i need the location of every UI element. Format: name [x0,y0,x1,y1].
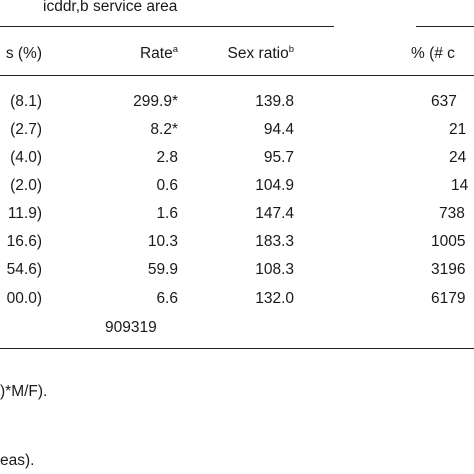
cell-count: 14 [451,177,469,194]
cell-percent: 00.0) [6,290,42,307]
cell-rate: 0.6 [156,177,178,194]
footnote-line: )*M/F). [0,383,48,400]
table-row: 54.6) 59.9 108.3 3196 [0,261,474,285]
column-header-sex-ratio: Sex ratiob [228,45,294,63]
table-row: 11.9) 1.6 147.4 738 [0,205,474,229]
cell-percent: 54.6) [6,261,42,278]
cell-sex-ratio: 108.3 [255,261,294,278]
cell-count: 6179 [431,290,466,307]
cell-percent: 16.6) [6,233,42,250]
cell-sex-ratio: 132.0 [255,290,294,307]
table-row: (2.0) 0.6 104.9 14 [0,177,474,201]
sex-ratio-label: Sex ratio [227,45,289,62]
cell-rate: 10.3 [147,233,178,250]
cell-sex-ratio: 147.4 [255,205,294,222]
cell-percent: (4.0) [10,149,42,166]
cell-sex-ratio: 95.7 [263,149,294,166]
group-header-rule [0,26,334,27]
cell-sex-ratio: 139.8 [255,93,294,110]
table-row: 16.6) 10.3 183.3 1005 [0,233,474,257]
column-header-rate: Ratea [140,45,178,63]
cell-count: 3196 [431,261,466,278]
cell-count: 24 [449,149,467,166]
cell-sex-ratio: 104.9 [255,177,294,194]
footnote-line: eas). [0,452,35,469]
column-header-percent-count: % (# c [411,45,455,62]
cell-count: 21 [449,121,467,138]
cell-sex-ratio: 183.3 [255,233,294,250]
cell-rate: 6.6 [156,290,178,307]
cell-rate: 8.2* [150,121,178,138]
cell-count: 738 [439,205,465,222]
cell-percent: (2.7) [10,121,42,138]
population-total: 909319 [105,319,157,336]
rate-label: Rate [139,45,173,62]
cell-percent: 11.9) [7,205,42,222]
column-header-percent: s (%) [5,45,42,62]
table-bottom-rule [0,348,474,349]
cell-rate: 1.6 [156,205,178,222]
group-header-rule-right [416,26,474,27]
sex-ratio-footnote-marker: b [288,44,294,55]
table-row: (8.1) 299.9* 139.8 637 [0,93,474,117]
cell-sex-ratio: 94.4 [263,121,294,138]
rate-footnote-marker: a [172,44,178,55]
table-row-total: 00.0) 6.6 132.0 6179 [0,290,474,314]
table-row: (4.0) 2.8 95.7 24 [0,149,474,173]
header-bottom-rule [0,75,474,76]
cell-percent: (8.1) [10,93,42,110]
cell-rate: 59.9 [147,261,178,278]
cell-rate: 299.9* [133,93,178,110]
cell-count: 1005 [431,233,466,250]
group-header-title: icddr,b service area [43,0,178,15]
table-row: (2.7) 8.2* 94.4 21 [0,121,474,145]
cell-rate: 2.8 [156,149,178,166]
cell-count: 637 [431,93,457,110]
cell-percent: (2.0) [10,177,42,194]
